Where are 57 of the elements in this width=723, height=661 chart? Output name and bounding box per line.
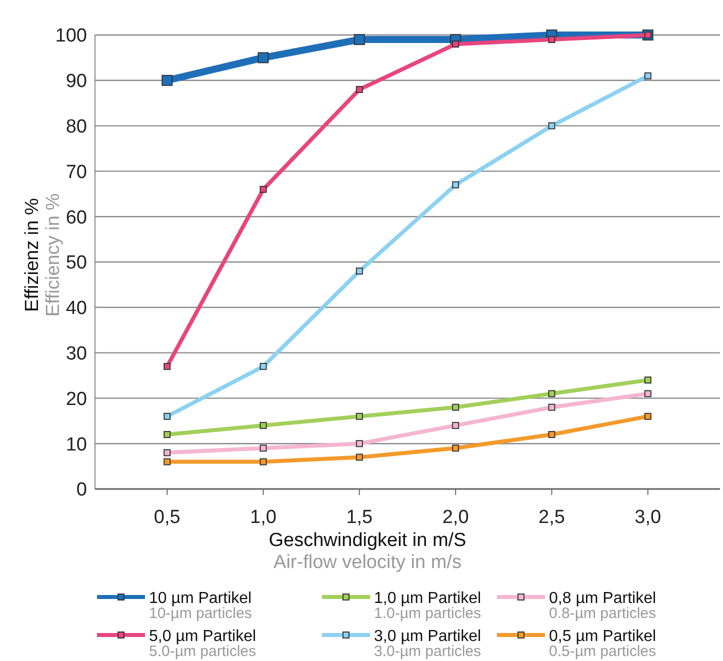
point — [356, 412, 363, 420]
point — [548, 122, 556, 130]
y-tick-label: 90 — [66, 71, 87, 92]
point — [164, 362, 171, 370]
point — [356, 86, 363, 93]
point — [354, 34, 365, 46]
point — [260, 186, 267, 193]
y-axis-title: Effizienz in % Efficiency in % — [22, 193, 64, 317]
point — [452, 181, 460, 188]
legend-label: 0,5 µm Partikel 0.5-µm particles — [549, 628, 656, 660]
point — [644, 72, 652, 80]
legend-label: 10 µm Partikel 10-µm particles — [149, 590, 252, 622]
x-tick-label: 0,5 — [154, 507, 180, 528]
point — [260, 422, 267, 429]
legend-label: 0,8 µm Partikel 0.8-µm particles — [549, 590, 656, 622]
y-tick-label: 0 — [76, 480, 87, 501]
y-tick-label: 80 — [66, 116, 87, 138]
point — [452, 404, 460, 411]
point — [548, 390, 556, 398]
x-tick-label: 2,5 — [538, 507, 565, 528]
point — [260, 444, 267, 452]
point — [164, 449, 171, 456]
x-tick-label: 1,0 — [250, 507, 276, 528]
y-tick-label: 10 — [66, 434, 87, 456]
point — [164, 458, 171, 466]
x-tick-label: 2,0 — [442, 507, 469, 528]
point — [452, 40, 460, 48]
point — [164, 431, 171, 438]
y-tick-label: 40 — [66, 298, 87, 320]
point — [258, 52, 269, 64]
legend-label: 1,0 µm Partikel 1.0-µm particles — [374, 590, 482, 622]
point — [356, 440, 363, 448]
y-tick-label: 20 — [66, 388, 87, 410]
legend-label: 5,0 µm Partikel 5.0-µm particles — [149, 628, 256, 660]
point — [548, 36, 556, 44]
point — [548, 431, 556, 438]
point — [644, 376, 652, 384]
point — [260, 458, 267, 466]
point — [548, 404, 556, 411]
x-axis-title: Geschwindigkeit in m/S Air-flow velocity in m/s — [268, 530, 466, 573]
point — [452, 422, 460, 429]
point — [356, 454, 363, 461]
point — [644, 412, 652, 420]
point — [260, 362, 267, 370]
point — [164, 412, 171, 420]
x-tick-label: 3,0 — [634, 507, 662, 528]
point — [452, 444, 460, 452]
y-tick-label: 100 — [55, 26, 87, 47]
y-tick-label: 70 — [66, 162, 87, 183]
point — [644, 390, 652, 398]
y-tick-label: 60 — [66, 207, 87, 228]
point — [162, 74, 173, 86]
y-tick-label: 50 — [66, 252, 87, 274]
y-tick-label: 30 — [66, 343, 87, 364]
x-tick-label: 1,5 — [346, 507, 373, 528]
legend-label: 3,0 µm Partikel 3.0-µm particles — [374, 628, 482, 660]
point — [356, 268, 363, 275]
